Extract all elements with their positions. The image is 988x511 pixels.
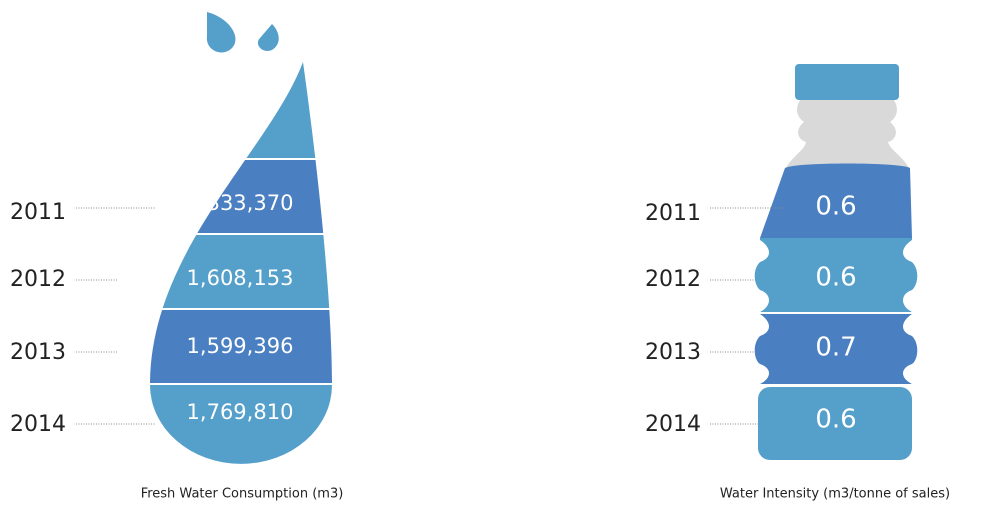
band [140,55,340,158]
year-label: 2012 [10,267,66,292]
value-label: 0.7 [815,333,856,363]
value-label: 1,608,153 [187,266,294,290]
value-label: 1,333,370 [187,191,294,215]
year-label: 2013 [645,340,701,365]
year-label: 2013 [10,340,66,365]
year-label: 2011 [10,200,66,225]
year-label: 2011 [645,201,701,226]
caption: Fresh Water Consumption (m3) [141,487,344,502]
value-label: 0.6 [815,263,856,293]
year-label: 2012 [645,267,701,292]
neck [785,100,910,170]
year-label: 2014 [10,412,66,437]
droplet [258,24,279,51]
value-label: 1,769,810 [187,400,294,424]
year-label: 2014 [645,412,701,437]
value-label: 0.6 [815,405,856,435]
band [140,385,340,475]
droplet [207,12,236,52]
value-label: 0.6 [815,192,856,222]
cap [795,64,899,100]
caption: Water Intensity (m3/tonne of sales) [720,487,950,502]
value-label: 1,599,396 [187,334,294,358]
infographic: 1,333,370 1,608,153 1,599,396 1,769,810 … [0,0,988,511]
